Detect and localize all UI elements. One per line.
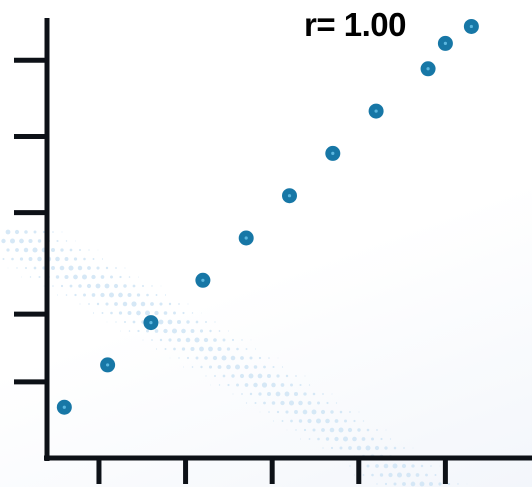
data-point [195,272,211,288]
background-dot-pattern [1,229,468,487]
data-point [325,145,341,161]
data-point [238,230,254,246]
data-point [437,35,453,51]
data-point [420,61,436,77]
data-point [56,399,72,415]
data-point [100,357,116,373]
correlation-annotation: r= 1.00 [304,6,407,43]
data-point [368,103,384,119]
data-point [282,188,297,204]
data-point [463,18,479,34]
data-point [143,315,159,331]
axes [14,18,532,484]
data-points [56,18,479,415]
